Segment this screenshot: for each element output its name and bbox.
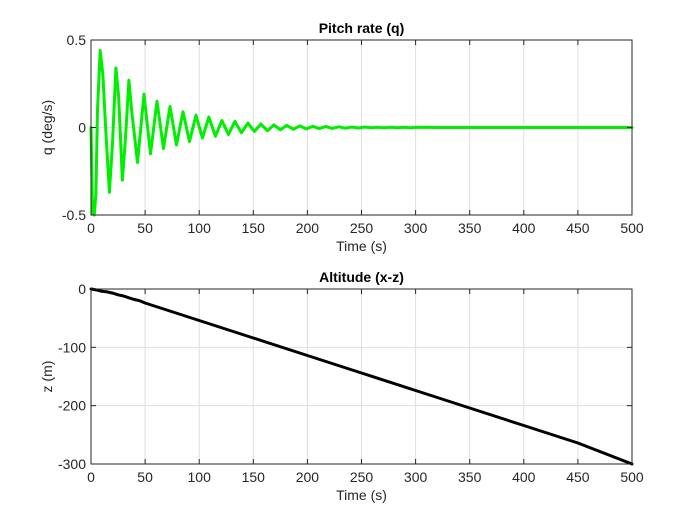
y-tick-label: -0.5 <box>62 207 86 223</box>
y-tick-label: -100 <box>58 339 86 355</box>
x-tick-label: 50 <box>137 220 153 236</box>
chart-2: 0 50 100 150 200 250 300 350 400 450 500 -300 -200 -1… <box>39 269 644 503</box>
x-tick-label: 350 <box>458 220 482 236</box>
x-tick-label: 350 <box>458 469 482 485</box>
y-tick-label: 0 <box>78 120 86 136</box>
series-line <box>89 287 634 466</box>
x-tick-label: 200 <box>296 469 320 485</box>
x-tick-label: 300 <box>404 220 428 236</box>
x-tick-label: 250 <box>350 220 374 236</box>
x-tick-label: 200 <box>296 220 320 236</box>
x-tick-label: 450 <box>566 469 590 485</box>
y-axis-label: q (deg/s) <box>39 100 55 155</box>
x-tick-label: 450 <box>566 220 590 236</box>
x-tick-label: 100 <box>188 469 212 485</box>
x-tick-label: 400 <box>512 220 536 236</box>
chart-title: Pitch rate (q) <box>319 20 405 36</box>
x-tick-label: 400 <box>512 469 536 485</box>
y-tick-label: 0.5 <box>67 32 87 48</box>
x-tick-label: 250 <box>350 469 374 485</box>
x-tick-label: 0 <box>87 220 95 236</box>
y-tick-label: -300 <box>58 456 86 472</box>
x-tick-label: 100 <box>188 220 212 236</box>
series-line <box>89 49 634 217</box>
x-axis-label: Time (s) <box>336 238 387 254</box>
chart-title: Altitude (x-z) <box>319 269 404 285</box>
x-axis-label: Time (s) <box>336 487 387 503</box>
y-tick-label: -200 <box>58 398 86 414</box>
y-tick-label: 0 <box>78 281 86 297</box>
x-tick-label: 50 <box>137 469 153 485</box>
x-tick-label: 150 <box>242 469 266 485</box>
x-tick-label: 300 <box>404 469 428 485</box>
x-tick-label: 500 <box>620 469 644 485</box>
x-tick-label: 150 <box>242 220 266 236</box>
x-tick-label: 500 <box>620 220 644 236</box>
y-axis-label: z (m) <box>39 361 55 393</box>
chart-1: 0 50 100 150 200 250 300 350 400 450 500-0.500.5Pi… <box>39 20 644 254</box>
x-tick-label: 0 <box>87 469 95 485</box>
